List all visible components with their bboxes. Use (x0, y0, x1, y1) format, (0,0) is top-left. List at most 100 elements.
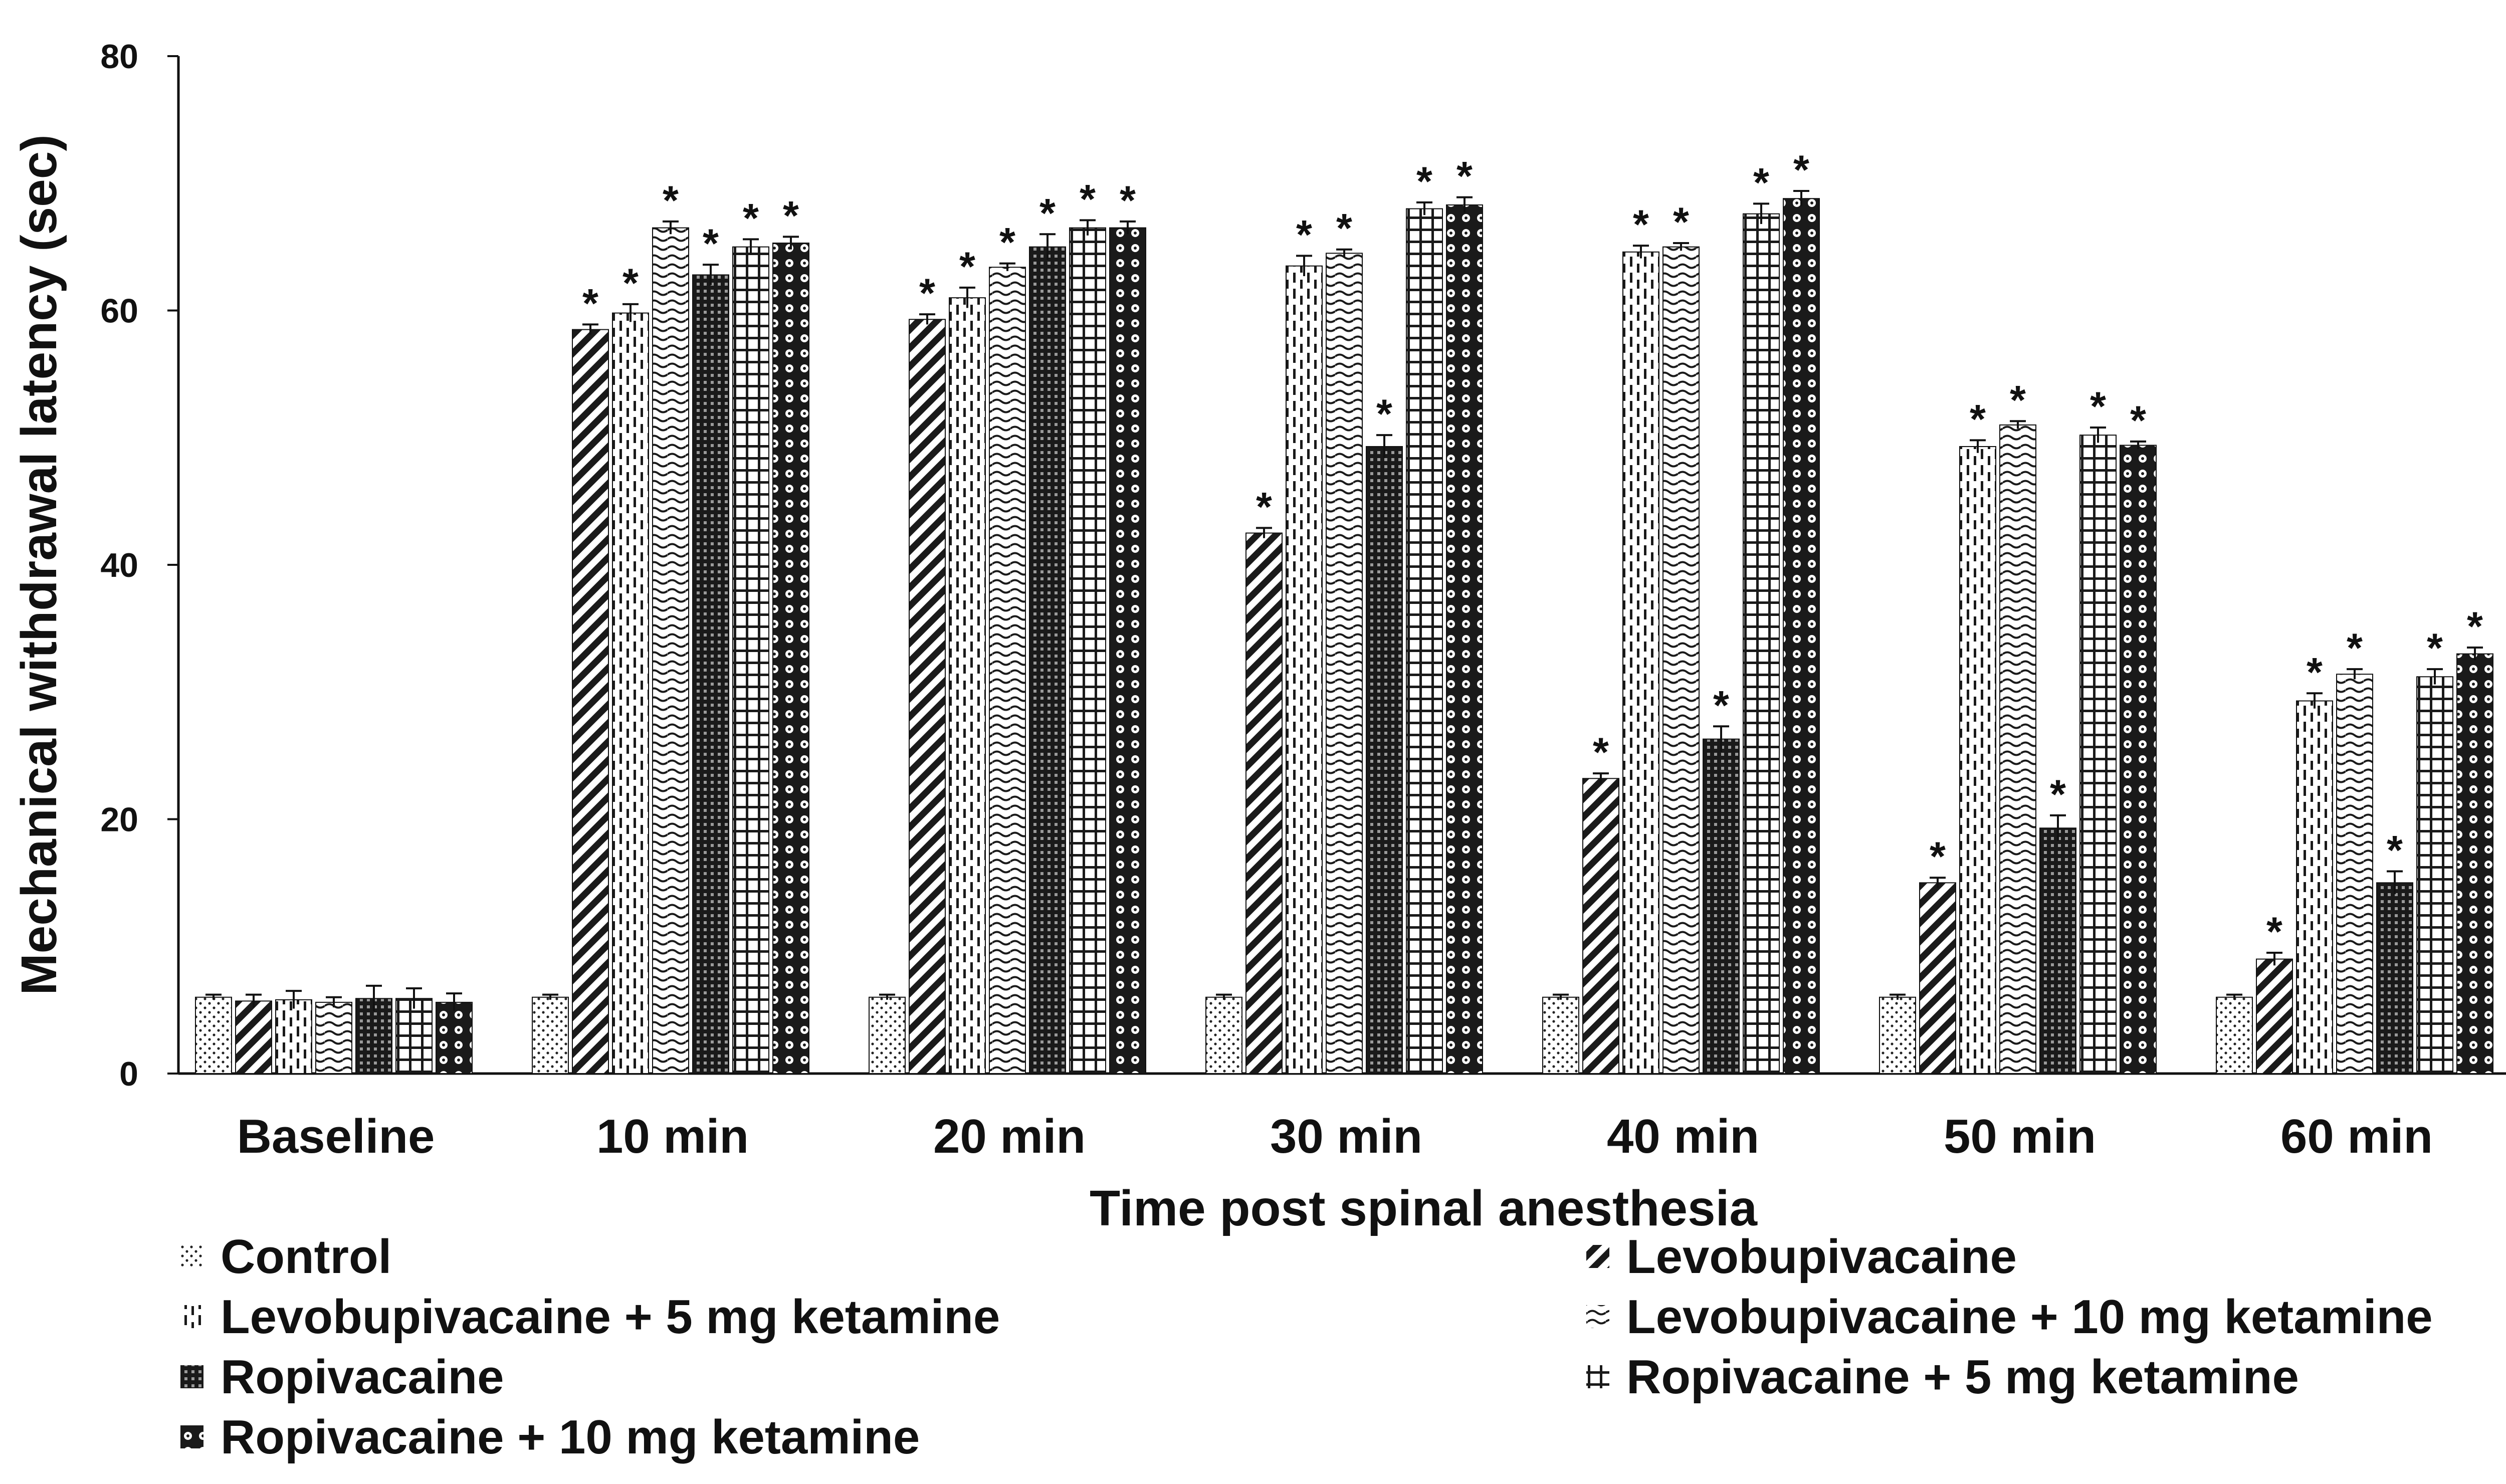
significance-star: * (1970, 396, 1986, 442)
bar (1999, 424, 2036, 1074)
significance-star: * (1930, 834, 1946, 880)
legend-label: Ropivacaine (221, 1350, 504, 1404)
significance-star: * (2010, 377, 2026, 423)
bar (1446, 204, 1483, 1075)
bar (2416, 676, 2453, 1075)
y-tick-label: 0 (119, 1055, 138, 1093)
significance-star: * (1256, 484, 1272, 530)
bar (1069, 227, 1106, 1074)
x-axis-title: Time post spinal anesthesia (1090, 1180, 1758, 1236)
bar (1879, 996, 1916, 1074)
category-label: 40 min (1607, 1110, 1759, 1163)
legend: Control Levobupivacaine Levobupivacaine + … (180, 1230, 2433, 1464)
bar (1109, 227, 1146, 1074)
y-tick-label: 80 (100, 38, 138, 76)
significance-star: * (2307, 650, 2323, 695)
legend-label: Levobupivacaine + 10 mg ketamine (1626, 1290, 2433, 1344)
bar-series (195, 198, 2493, 1075)
bar (2296, 700, 2333, 1074)
category-label: 10 min (596, 1110, 749, 1163)
significance-star: * (622, 261, 639, 306)
bar (1662, 246, 1700, 1074)
bar (1582, 778, 1619, 1075)
category-labels: Baseline 10 min 20 min 30 min 40 min 50 min 60… (237, 1110, 2433, 1163)
significance-star: * (1039, 190, 1056, 236)
significance-star: * (663, 178, 679, 224)
significance-star: * (1593, 730, 1609, 775)
significance-star: * (1376, 391, 1392, 437)
significance-star: * (2130, 398, 2146, 444)
y-tick-label: 40 (100, 546, 138, 584)
category-label: 20 min (933, 1110, 1086, 1163)
bar (732, 246, 769, 1074)
significance-star: * (1673, 199, 1689, 245)
bar (1622, 251, 1659, 1074)
bar (989, 267, 1026, 1074)
y-tick-label: 60 (100, 292, 138, 330)
bar (1029, 246, 1066, 1074)
legend-label: Control (221, 1230, 391, 1284)
bar (1783, 198, 1820, 1075)
bar (1703, 738, 1740, 1074)
significance-markers: * * * * * * * * * * * * * * * * * * * * * * * * * * * * * * * * * * * * (582, 147, 2483, 955)
significance-star: * (2467, 604, 2483, 650)
significance-star: * (1713, 683, 1729, 728)
bar (1366, 446, 1403, 1075)
bar (1542, 996, 1579, 1074)
bar (1743, 213, 1780, 1074)
legend-swatch (180, 1245, 203, 1268)
bar (1205, 996, 1242, 1074)
significance-star: * (1753, 160, 1769, 205)
significance-star: * (959, 244, 975, 290)
y-axis-title: Mechanical withdrawal latency (sec) (11, 134, 67, 995)
y-tick-labels: 0 20 40 60 80 (100, 38, 178, 1093)
bar (2039, 827, 2076, 1074)
significance-star: * (2427, 625, 2443, 671)
legend-swatch (1586, 1305, 1609, 1328)
bar (315, 1001, 352, 1075)
significance-star: * (1633, 202, 1649, 248)
legend-label: Levobupivacaine + 5 mg ketamine (221, 1290, 1000, 1344)
bar (1919, 882, 1956, 1074)
significance-star: * (2090, 384, 2106, 430)
significance-star: * (2347, 625, 2363, 671)
bar (612, 312, 649, 1075)
significance-star: * (582, 281, 598, 326)
bar (692, 274, 729, 1075)
significance-star: * (1793, 147, 1809, 193)
bar (949, 297, 986, 1074)
bar (532, 996, 569, 1074)
bar (2256, 958, 2293, 1074)
bar (572, 329, 609, 1074)
significance-star: * (703, 221, 719, 267)
significance-star: * (2266, 909, 2282, 955)
legend-label: Ropivacaine + 10 mg ketamine (221, 1410, 920, 1464)
category-label: 60 min (2280, 1110, 2433, 1163)
significance-star: * (1080, 176, 1096, 222)
bar (436, 1001, 473, 1075)
bar (869, 996, 906, 1074)
category-label: 30 min (1270, 1110, 1422, 1163)
significance-star: * (919, 271, 935, 316)
significance-star: * (1456, 154, 1473, 199)
bar (2079, 435, 2117, 1074)
legend-swatch (180, 1305, 203, 1328)
bar (772, 243, 809, 1075)
bar (652, 227, 689, 1074)
bar (1959, 446, 1996, 1075)
y-tick-label: 20 (100, 801, 138, 839)
significance-star: * (1120, 178, 1136, 224)
significance-star: * (1416, 159, 1432, 204)
bar (275, 999, 312, 1074)
bar (2376, 882, 2413, 1074)
significance-star: * (999, 220, 1015, 266)
bar (1326, 253, 1363, 1074)
bar (909, 319, 946, 1075)
bar (2120, 445, 2157, 1074)
legend-swatch (180, 1425, 203, 1448)
significance-star: * (1336, 206, 1352, 252)
significance-star: * (783, 193, 799, 239)
bar (395, 998, 433, 1074)
legend-label: Levobupivacaine (1626, 1230, 2017, 1284)
